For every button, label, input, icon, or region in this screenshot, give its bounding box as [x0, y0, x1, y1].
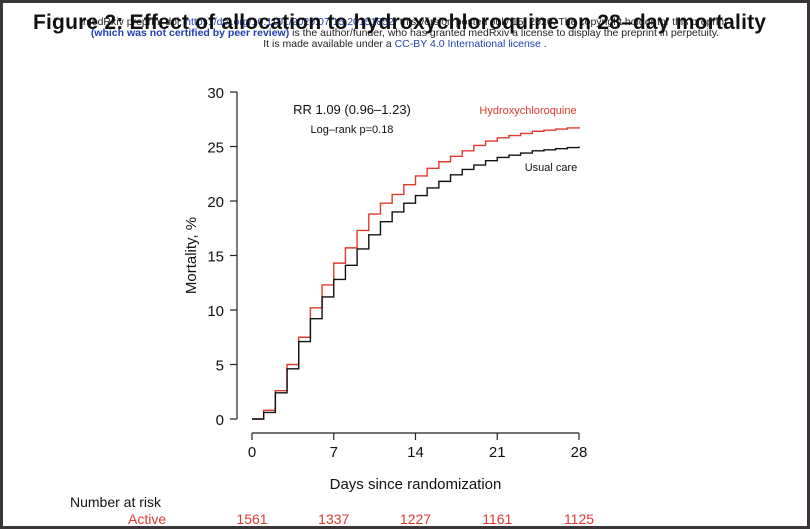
y-tick-label: 30 [207, 85, 224, 102]
figure-frame: 0 5 10 15 20 25 30 0 7 14 21 28 Days since randomiza… [3, 3, 807, 526]
preprint-posted-text: ; this version posted July 15, 2020. The… [393, 16, 728, 28]
preprint-available-text: It is made available under a [263, 38, 395, 50]
number-at-risk-header: Number at risk [70, 494, 162, 510]
preprint-peer-review-note: (which was not certified by peer review) [90, 27, 290, 39]
number-at-risk-value: 1125 [563, 511, 595, 526]
x-tick-label: 14 [407, 444, 424, 461]
preprint-notice: medRxiv preprint doi: https://doi.org/10… [3, 17, 807, 50]
license-link[interactable]: CC-BY 4.0 International license [394, 38, 541, 50]
number-at-risk-value: 1161 [482, 511, 513, 526]
number-at-risk-value: 1561 [236, 511, 268, 526]
preprint-period: . [540, 38, 547, 50]
y-tick-label: 5 [216, 358, 224, 375]
preprint-license-text: is the author/funder, who has granted me… [289, 27, 720, 39]
y-tick-label: 20 [207, 194, 224, 211]
number-at-risk-value: 1227 [399, 511, 432, 526]
legend-label-usual-care: Usual care [525, 162, 578, 174]
number-at-risk-value: 1337 [318, 511, 350, 526]
preprint-line-1: medRxiv preprint doi: https://doi.org/10… [3, 17, 807, 28]
logrank-annotation: Log–rank p=0.18 [311, 124, 394, 136]
y-axis-label: Mortality, % [183, 217, 200, 294]
preprint-doi-label: medRxiv preprint doi: [82, 16, 186, 28]
number-at-risk-group-label: Active [128, 511, 167, 526]
x-tick-label: 0 [248, 444, 256, 461]
preprint-doi-link[interactable]: https://doi.org/10.1101/2020.07.15.20151… [185, 16, 394, 28]
y-tick-label: 10 [207, 303, 224, 320]
series-line-usual-care [252, 146, 580, 420]
figure-title: Figure 2: Effect of allocation to hydrox… [33, 11, 767, 34]
preprint-line-3: It is made available under a CC-BY 4.0 I… [3, 39, 807, 50]
x-axis-label: Days since randomization [330, 476, 502, 493]
preprint-line-2: (which was not certified by peer review)… [3, 28, 807, 39]
x-tick-label: 21 [489, 444, 506, 461]
rr-annotation: RR 1.09 (0.96–1.23) [293, 102, 411, 117]
y-tick-label: 0 [216, 412, 224, 429]
y-tick-label: 25 [207, 140, 224, 157]
x-tick-label: 28 [571, 444, 588, 461]
y-tick-label: 15 [207, 249, 224, 266]
legend-label-hydroxychloroquine: Hydroxychloroquine [479, 105, 576, 117]
km-plot: 0 5 10 15 20 25 30 0 7 14 21 28 Days since randomiza… [183, 85, 588, 493]
x-tick-label: 7 [330, 444, 338, 461]
